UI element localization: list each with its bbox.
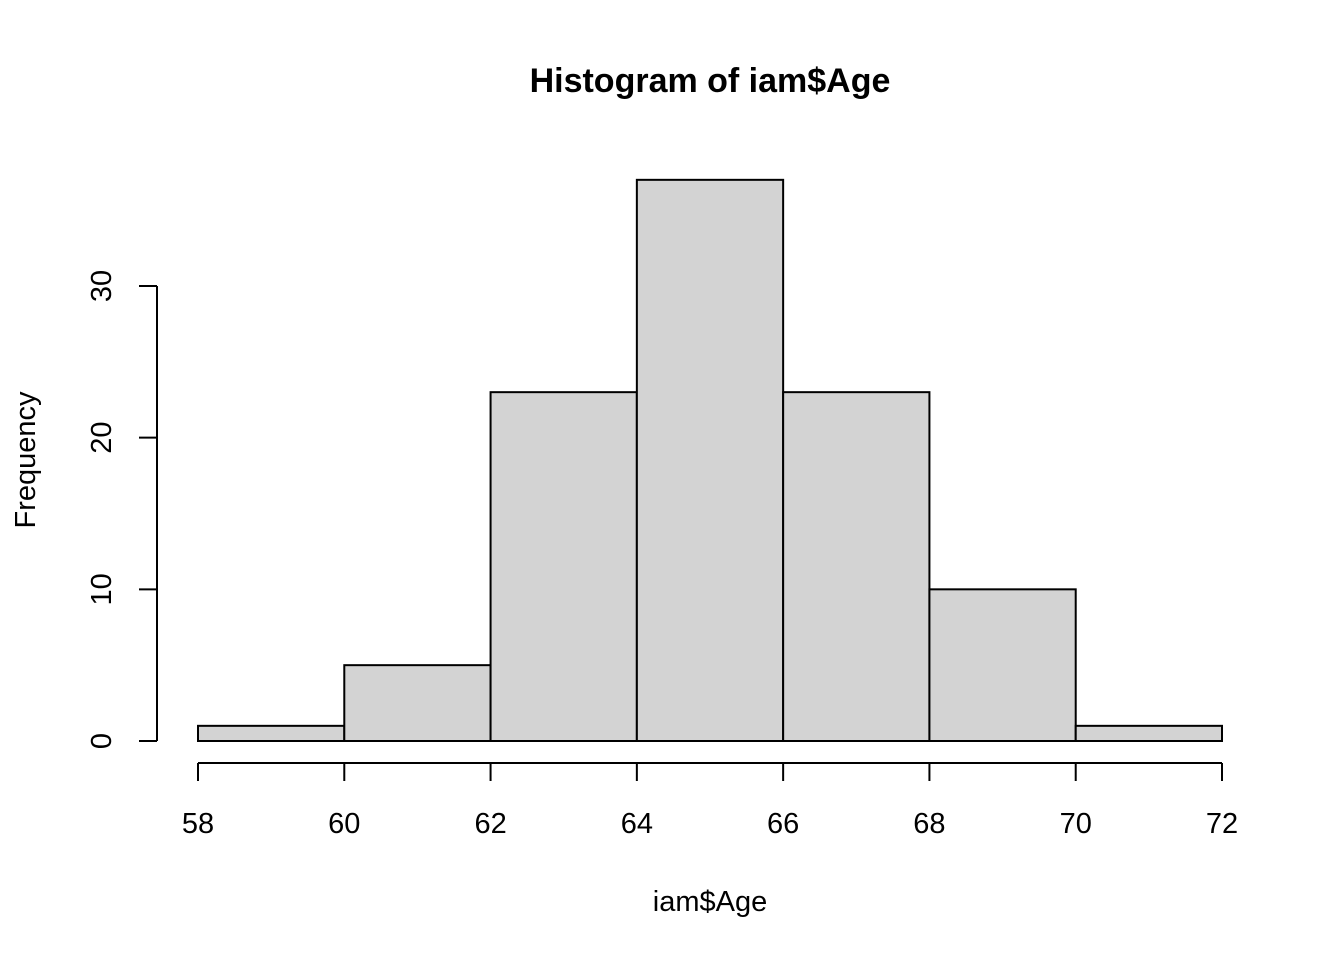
chart-title: Histogram of iam$Age <box>530 62 891 100</box>
x-tick-label: 68 <box>913 808 945 840</box>
y-tick-label: 10 <box>86 573 118 605</box>
y-tick-label: 20 <box>86 422 118 454</box>
histogram-bar <box>635 178 785 743</box>
x-tick-label: 72 <box>1206 808 1238 840</box>
histogram-bar <box>782 391 931 742</box>
x-tick-label: 70 <box>1060 808 1092 840</box>
x-tick-label: 62 <box>474 808 506 840</box>
histogram-bar <box>1074 724 1223 742</box>
bars-group <box>197 178 1223 743</box>
y-axis: 0 10 20 30 <box>86 270 158 749</box>
y-axis-label: Frequency <box>10 391 42 529</box>
histogram-bar <box>343 664 492 743</box>
histogram-bar <box>928 588 1077 742</box>
histogram-bar <box>197 724 346 742</box>
y-tick-label: 30 <box>86 270 118 302</box>
y-tick-label: 0 <box>86 733 118 749</box>
x-tick-label: 58 <box>182 808 214 840</box>
histogram-bar <box>489 391 638 742</box>
x-tick-label: 64 <box>621 808 653 840</box>
x-tick-label: 66 <box>767 808 799 840</box>
x-axis-label: iam$Age <box>653 886 767 918</box>
x-tick-label: 60 <box>328 808 360 840</box>
x-axis: 58 60 62 64 66 68 70 72 <box>182 762 1238 840</box>
